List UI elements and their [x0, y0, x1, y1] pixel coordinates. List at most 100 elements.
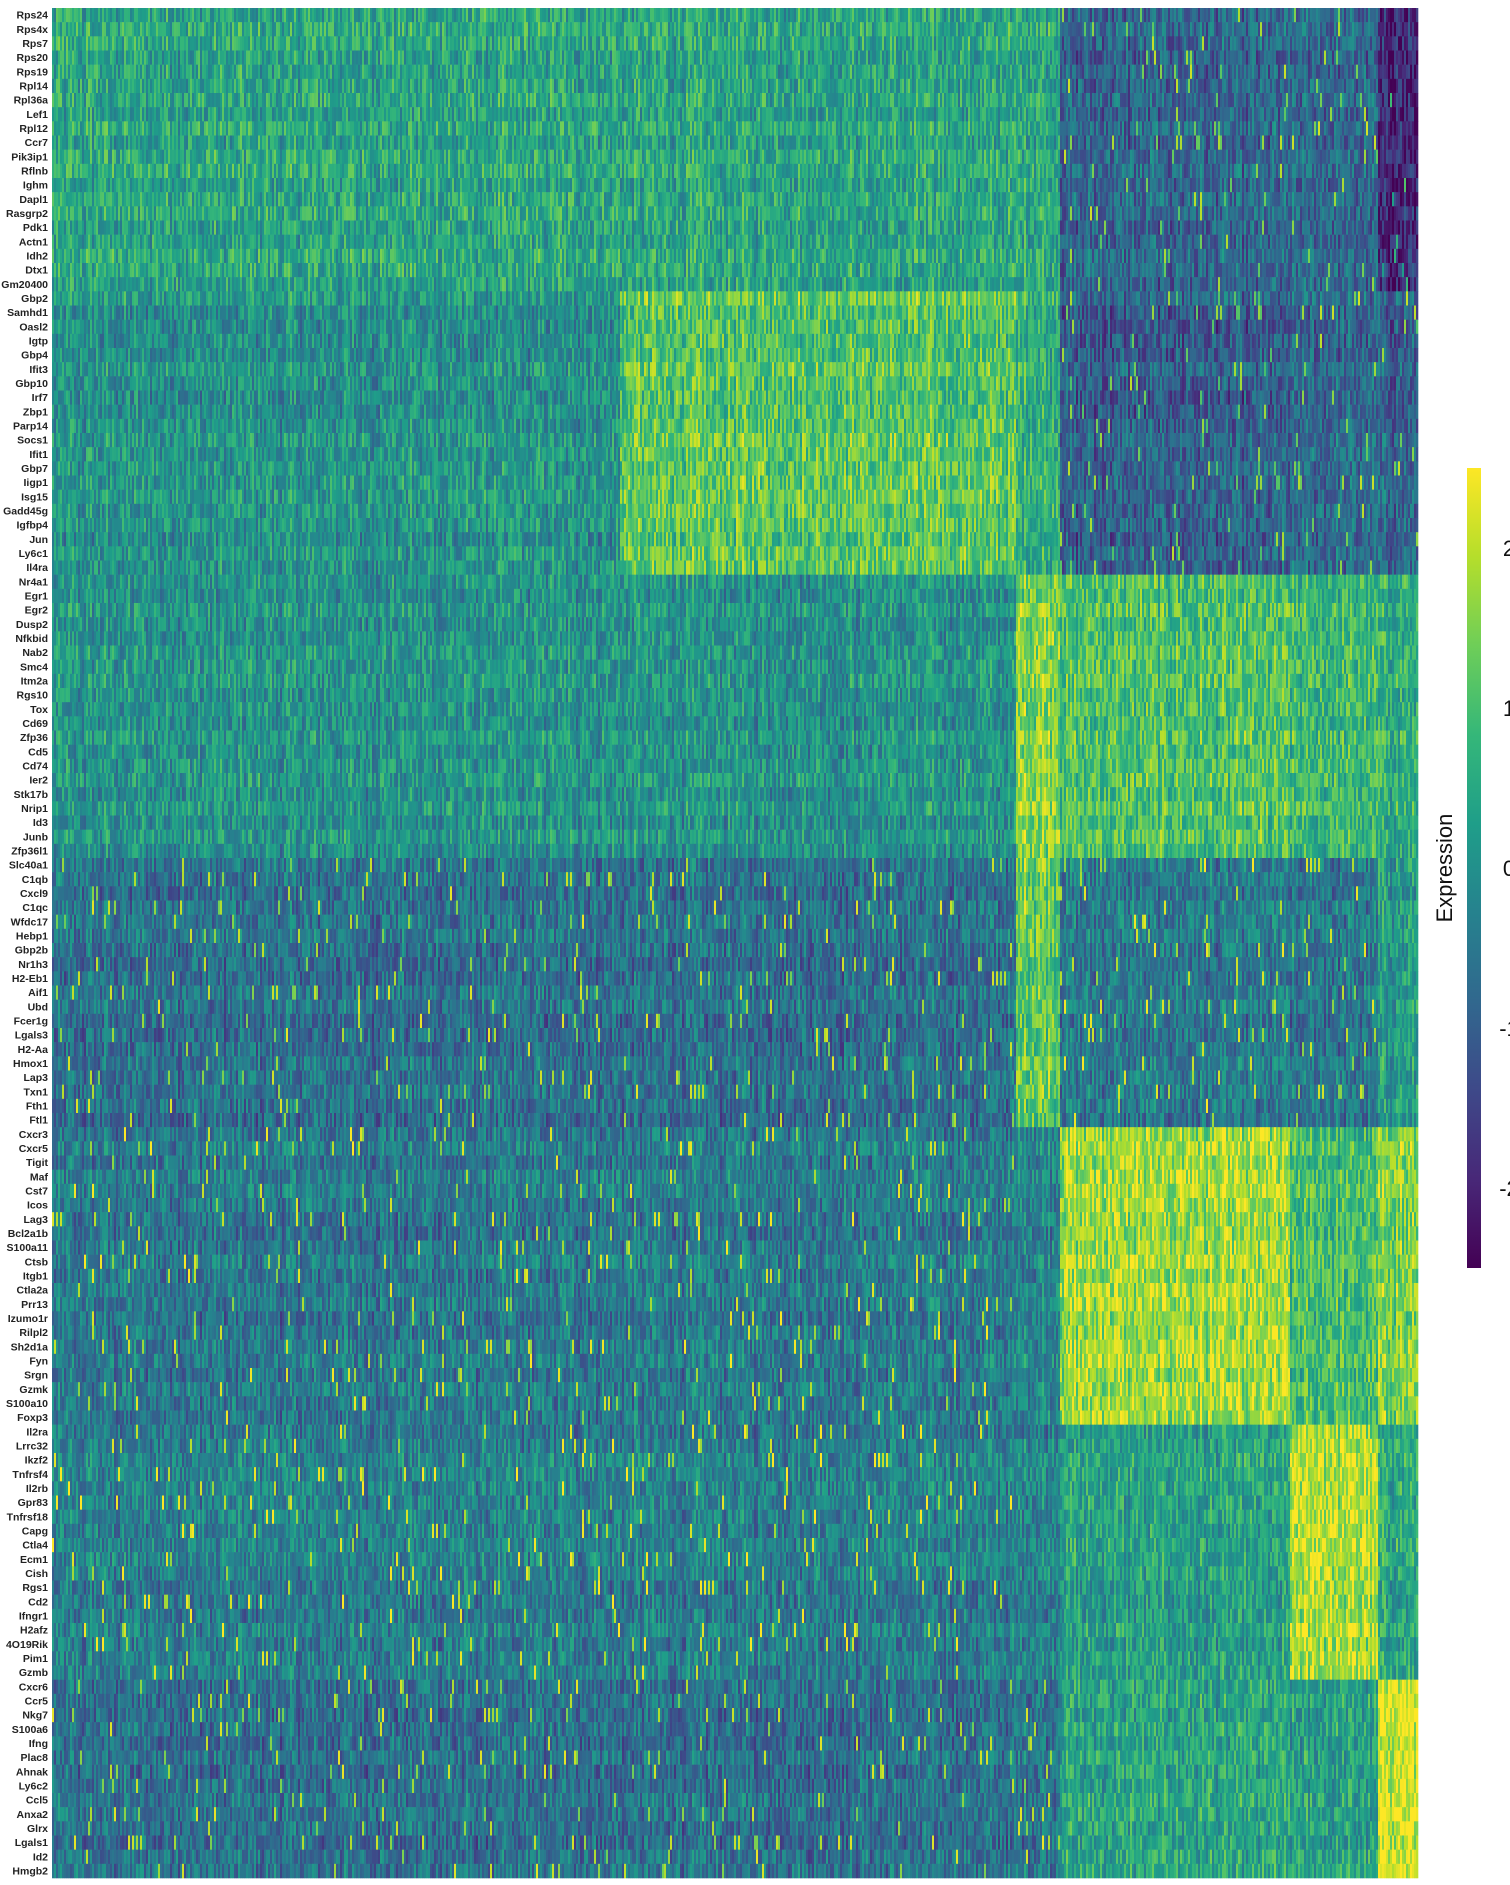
- heatmap-cell: [596, 22, 598, 36]
- heatmap-cell: [374, 22, 376, 36]
- heatmap-cell: [1280, 22, 1282, 36]
- heatmap-cell: [58, 36, 60, 50]
- heatmap-cell: [136, 22, 138, 36]
- heatmap-cell: [1332, 22, 1334, 36]
- heatmap-cell: [364, 8, 366, 22]
- heatmap-cell: [708, 8, 710, 22]
- heatmap-cell: [848, 22, 850, 36]
- heatmap-cell: [942, 22, 944, 36]
- heatmap-cell: [1346, 8, 1348, 22]
- heatmap-cell: [146, 36, 148, 50]
- heatmap-cell: [70, 22, 72, 36]
- heatmap-cell: [936, 8, 938, 22]
- heatmap-cell: [876, 8, 878, 22]
- heatmap-cell: [1100, 22, 1102, 36]
- heatmap-cell: [624, 8, 626, 22]
- heatmap-cell: [1224, 8, 1226, 22]
- heatmap-cell: [1340, 8, 1342, 22]
- heatmap-cell: [948, 22, 950, 36]
- heatmap-cell: [664, 22, 666, 36]
- heatmap-cell: [1042, 22, 1044, 36]
- heatmap-cell: [1080, 8, 1082, 22]
- heatmap-cell: [1210, 22, 1212, 36]
- heatmap-cell: [1084, 22, 1086, 36]
- heatmap-cell: [1388, 22, 1390, 36]
- heatmap-cell: [1126, 8, 1128, 22]
- heatmap-cell: [504, 22, 506, 36]
- heatmap-cell: [1250, 22, 1252, 36]
- heatmap-cell: [102, 36, 104, 50]
- heatmap-cell: [632, 8, 634, 22]
- heatmap-cell: [218, 22, 220, 36]
- heatmap-cell: [1400, 22, 1402, 36]
- heatmap-cell: [796, 8, 798, 22]
- heatmap-cell: [668, 8, 670, 22]
- heatmap-cell: [916, 22, 918, 36]
- heatmap-cell: [978, 8, 980, 22]
- heatmap-cell: [764, 22, 766, 36]
- heatmap-cell: [1170, 22, 1172, 36]
- heatmap-cell: [630, 8, 632, 22]
- heatmap-cell: [308, 8, 310, 22]
- heatmap-cell: [848, 8, 850, 22]
- heatmap-cell: [134, 22, 136, 36]
- heatmap-cell: [1248, 8, 1250, 22]
- heatmap-cell: [100, 22, 102, 36]
- heatmap-cell: [810, 8, 812, 22]
- heatmap-cell: [268, 22, 270, 36]
- heatmap-cell: [776, 8, 778, 22]
- heatmap-cell: [306, 8, 308, 22]
- heatmap-cell: [52, 36, 54, 50]
- heatmap-cell: [1320, 22, 1322, 36]
- heatmap-cell: [432, 22, 434, 36]
- heatmap-cell: [1368, 22, 1370, 36]
- heatmap-cell: [1030, 22, 1032, 36]
- heatmap-cell: [864, 22, 866, 36]
- heatmap-cell: [986, 8, 988, 22]
- heatmap-cell: [1180, 8, 1182, 22]
- heatmap-cell: [184, 8, 186, 22]
- heatmap-cell: [830, 8, 832, 22]
- heatmap-cell: [522, 8, 524, 22]
- heatmap-cell: [1184, 8, 1186, 22]
- heatmap-cell: [70, 36, 72, 50]
- heatmap-cell: [1158, 22, 1160, 36]
- heatmap-cell: [630, 22, 632, 36]
- heatmap-cell: [1370, 22, 1372, 36]
- heatmap-cell: [1184, 22, 1186, 36]
- heatmap-cell: [478, 8, 480, 22]
- heatmap-cell: [556, 8, 558, 22]
- heatmap-cell: [1108, 8, 1110, 22]
- heatmap-cell: [904, 22, 906, 36]
- heatmap-cell: [824, 22, 826, 36]
- heatmap-cell: [606, 22, 608, 36]
- heatmap-cell: [852, 8, 854, 22]
- heatmap-cell: [1298, 22, 1300, 36]
- heatmap-cell: [612, 22, 614, 36]
- heatmap-cell: [1054, 8, 1056, 22]
- heatmap-cell: [790, 8, 792, 22]
- heatmap-cell: [1274, 22, 1276, 36]
- heatmap-cell: [1080, 22, 1082, 36]
- heatmap-cell: [1112, 22, 1114, 36]
- heatmap-cell: [520, 8, 522, 22]
- heatmap-cell: [188, 36, 190, 50]
- heatmap-cell: [716, 8, 718, 22]
- heatmap-cell: [1356, 8, 1358, 22]
- heatmap-cell: [72, 36, 74, 50]
- heatmap-cell: [508, 8, 510, 22]
- heatmap-cell: [1052, 8, 1054, 22]
- heatmap-cell: [84, 22, 86, 36]
- heatmap-cell: [1398, 8, 1400, 22]
- heatmap-cell: [220, 22, 222, 36]
- heatmap-cell: [148, 8, 150, 22]
- heatmap-cell: [1072, 22, 1074, 36]
- heatmap-cell: [1302, 8, 1304, 22]
- heatmap-cell: [1362, 8, 1364, 22]
- heatmap-cell: [1136, 8, 1138, 22]
- heatmap-cell: [534, 22, 536, 36]
- heatmap-cell: [1238, 8, 1240, 22]
- heatmap-cell: [152, 8, 154, 22]
- heatmap-cell: [1282, 22, 1284, 36]
- heatmap-cell: [796, 22, 798, 36]
